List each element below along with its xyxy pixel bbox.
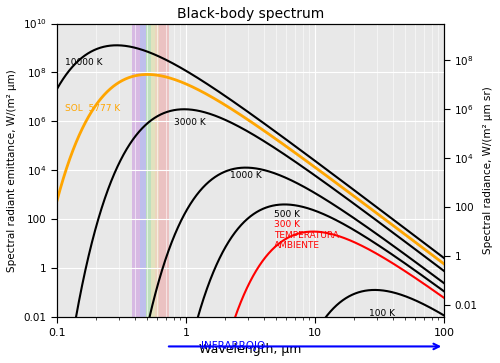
Text: 100 K: 100 K [368,309,394,318]
Text: 10000 K: 10000 K [65,58,102,67]
Title: Black-body spectrum: Black-body spectrum [177,7,324,21]
X-axis label: Wavelength, μm: Wavelength, μm [200,343,302,356]
Bar [146,24,152,317]
Text: SOL  5777 K: SOL 5777 K [65,103,120,113]
Y-axis label: Spectral radiance, W/(m² μm sr): Spectral radiance, W/(m² μm sr) [483,86,493,254]
Bar [152,24,156,317]
Bar [140,24,146,317]
Y-axis label: Spectral radiant emittance, W/(m² μm): Spectral radiant emittance, W/(m² μm) [7,69,17,272]
Text: 3000 K: 3000 K [174,118,206,127]
Text: 500 K: 500 K [274,210,300,219]
Text: 1000 K: 1000 K [230,171,262,180]
Text: INFRARROJO: INFRARROJO [200,342,265,351]
Bar [132,24,140,317]
Bar [159,24,169,317]
Text: 300 K
TEMPERATURA
AMBIENTE: 300 K TEMPERATURA AMBIENTE [274,220,339,250]
Bar [156,24,159,317]
